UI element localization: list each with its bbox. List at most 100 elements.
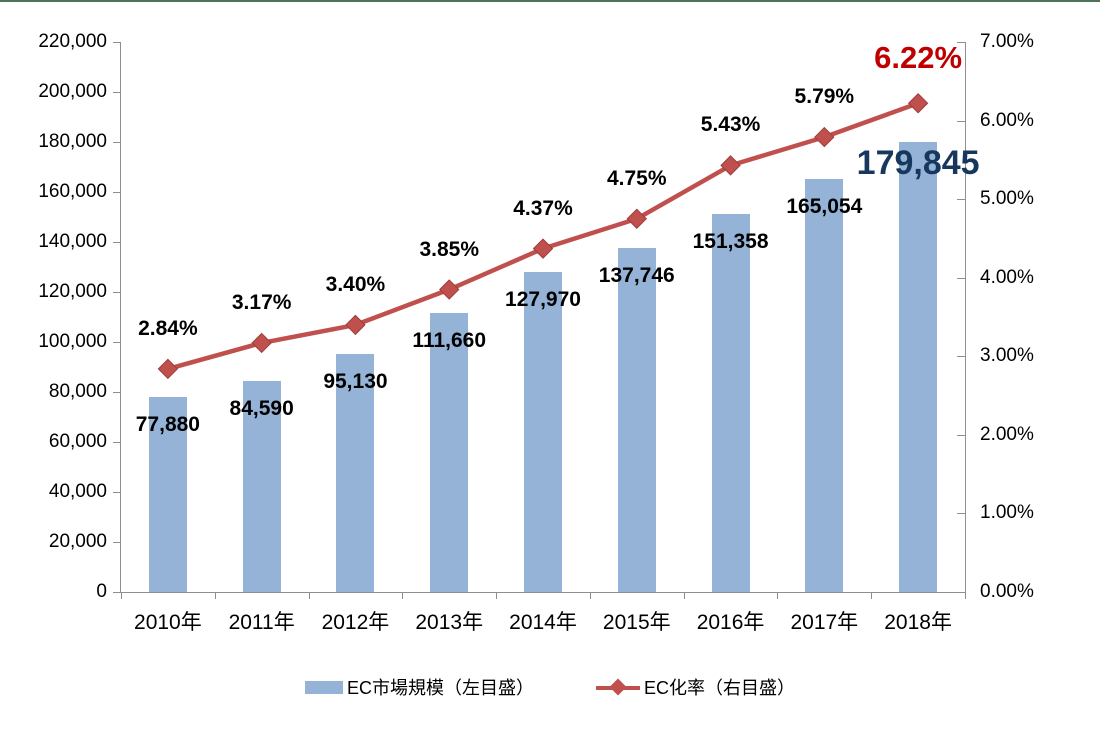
bar-value-label: 111,660	[412, 328, 487, 352]
left-axis-tick-mark	[113, 592, 121, 593]
line-series-swatch-icon	[596, 678, 640, 695]
line-diamond-marker	[814, 126, 835, 148]
x-axis-category-label: 2016年	[696, 611, 765, 634]
bar	[524, 272, 562, 592]
legend-item-bar-series: EC市場規模（左目盛）	[304, 674, 534, 700]
line-value-label: 4.37%	[513, 196, 573, 220]
right-axis-tick-mark	[957, 356, 965, 358]
left-axis-tick-label: 140,000	[38, 231, 107, 252]
x-axis-tick-mark	[402, 592, 404, 599]
right-axis-tick-label: 1.00%	[980, 502, 1034, 524]
x-axis-category-label: 2018年	[884, 611, 952, 634]
right-axis-tick-mark	[957, 434, 965, 436]
line-diamond-marker	[251, 332, 272, 354]
bar-value-label: 84,590	[229, 396, 294, 420]
x-axis-tick-mark	[589, 592, 591, 599]
x-axis-category-label: 2015年	[602, 611, 671, 634]
x-axis-category-label: 2012年	[321, 611, 390, 634]
line-diamond-marker	[626, 208, 647, 229]
line-diamond-marker	[439, 279, 460, 300]
left-axis-tick-mark	[113, 242, 121, 243]
x-axis-line	[120, 592, 966, 593]
x-axis-category-label: 2017年	[790, 611, 859, 634]
right-y-axis-line	[965, 42, 966, 593]
x-axis-tick-mark	[214, 592, 216, 599]
left-axis-tick-label: 100,000	[38, 331, 107, 352]
legend-item-line-series: EC化率（右目盛）	[596, 674, 795, 700]
line-diamond-marker	[345, 314, 366, 336]
x-axis-category-label: 2014年	[509, 611, 577, 634]
bar	[711, 213, 750, 592]
left-axis-tick-label: 200,000	[38, 81, 107, 102]
x-axis-category-label: 2010年	[134, 611, 202, 634]
bar-value-label: 179,845	[856, 144, 980, 183]
line-value-label: 3.17%	[231, 290, 292, 314]
line-value-label: 6.22%	[874, 40, 963, 76]
legend-label-line-series: EC化率（右目盛）	[644, 678, 796, 698]
left-y-axis-line	[120, 42, 121, 593]
bar	[242, 380, 281, 592]
x-axis-tick-mark	[308, 592, 310, 599]
right-axis-tick-mark	[957, 277, 965, 279]
right-axis-tick-mark	[957, 513, 965, 515]
left-axis-tick-mark	[113, 42, 121, 43]
bar-value-label: 95,130	[323, 370, 388, 394]
bar-value-label: 127,970	[505, 288, 581, 312]
line-value-label: 5.79%	[794, 85, 855, 109]
bar-value-label: 165,054	[786, 195, 863, 219]
right-axis-tick-mark	[957, 42, 965, 43]
line-diamond-marker	[907, 93, 929, 114]
x-axis-tick-mark	[777, 592, 779, 599]
x-axis-tick-mark	[965, 592, 966, 599]
right-axis-tick-label: 0.00%	[980, 581, 1034, 602]
right-axis-tick-mark	[957, 199, 965, 201]
right-axis-tick-mark	[957, 120, 965, 122]
bar-value-label: 137,746	[598, 263, 675, 287]
line-value-label: 4.75%	[606, 166, 667, 190]
left-axis-tick-label: 180,000	[38, 131, 107, 152]
chart-legend: EC市場規模（左目盛） EC化率（右目盛）	[0, 674, 1100, 700]
left-axis-tick-mark	[113, 392, 121, 393]
left-axis-tick-mark	[113, 192, 121, 193]
bar-series-swatch-icon	[304, 680, 343, 694]
diamond-marker-icon	[609, 678, 627, 695]
x-axis-category-label: 2013年	[415, 611, 484, 634]
left-axis-tick-label: 60,000	[48, 431, 107, 452]
bar-value-label: 151,358	[692, 229, 769, 253]
line-diamond-marker	[720, 155, 741, 176]
line-diamond-marker	[532, 238, 554, 259]
right-axis-tick-label: 5.00%	[980, 188, 1034, 210]
x-axis-category-label: 2011年	[228, 611, 295, 634]
bar	[336, 354, 375, 592]
left-axis-tick-mark	[113, 292, 121, 293]
left-axis-tick-mark	[113, 442, 121, 443]
left-axis-tick-mark	[113, 92, 121, 93]
bar	[617, 247, 656, 592]
bar	[805, 179, 844, 592]
right-axis-tick-label: 2.00%	[980, 423, 1034, 445]
line-value-label: 5.43%	[700, 113, 761, 137]
x-axis-tick-mark	[871, 592, 873, 599]
right-axis-tick-mark	[957, 592, 965, 593]
left-axis-tick-label: 0	[96, 581, 107, 602]
bar-value-label: 77,880	[135, 413, 200, 437]
right-axis-tick-label: 4.00%	[980, 266, 1034, 288]
left-axis-tick-label: 20,000	[48, 531, 107, 552]
right-axis-tick-label: 6.00%	[980, 109, 1034, 131]
left-axis-tick-label: 80,000	[48, 381, 107, 402]
left-axis-tick-mark	[113, 492, 121, 493]
top-border-line	[0, 0, 1100, 2]
x-axis-tick-mark	[683, 592, 685, 599]
left-axis-tick-mark	[113, 142, 121, 143]
left-axis-tick-mark	[113, 542, 121, 543]
left-axis-tick-label: 220,000	[38, 31, 107, 52]
line-value-label: 2.84%	[138, 316, 198, 340]
line-diamond-marker	[157, 358, 179, 380]
left-axis-tick-label: 120,000	[38, 281, 107, 302]
right-axis-tick-label: 3.00%	[980, 345, 1034, 367]
bar	[899, 142, 938, 592]
bar	[148, 397, 187, 592]
left-axis-tick-mark	[113, 342, 121, 343]
right-axis-tick-label: 7.00%	[980, 31, 1034, 52]
